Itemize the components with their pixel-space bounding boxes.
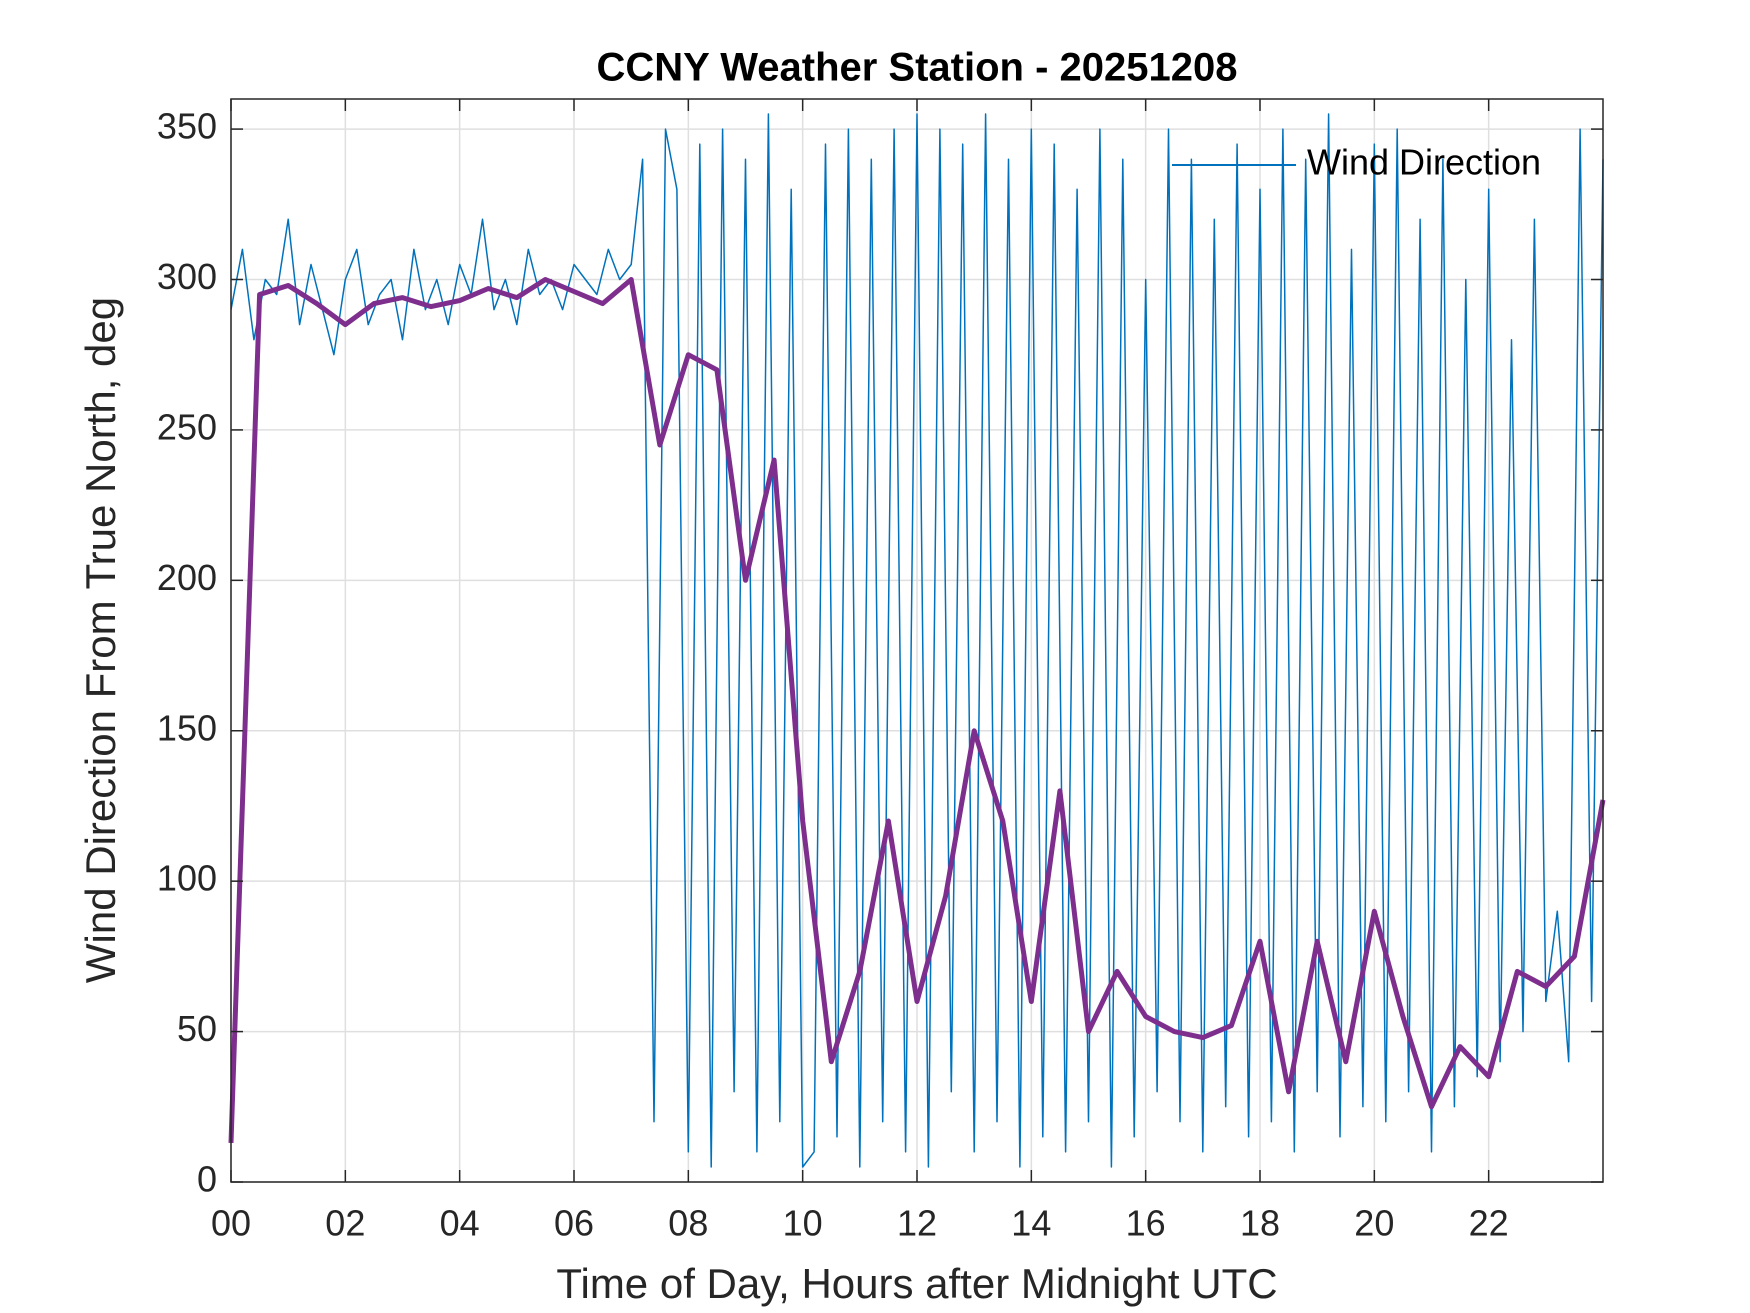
x-tick-label: 16 [1126, 1203, 1166, 1244]
y-tick-label: 200 [157, 557, 217, 598]
x-tick-label: 18 [1240, 1203, 1280, 1244]
x-tick-label: 10 [783, 1203, 823, 1244]
x-tick-label: 02 [325, 1203, 365, 1244]
x-tick-label: 20 [1354, 1203, 1394, 1244]
y-tick-label: 0 [197, 1159, 217, 1200]
x-tick-label: 04 [440, 1203, 480, 1244]
plot-area [228, 113, 1606, 1168]
x-tick-label: 06 [554, 1203, 594, 1244]
series-line [228, 277, 1606, 1143]
y-tick-label: 300 [157, 256, 217, 297]
y-tick-label: 250 [157, 406, 217, 447]
y-axis-label: Wind Direction From True North, deg [77, 297, 124, 983]
grid [230, 99, 1603, 1183]
series-line [230, 113, 1604, 1168]
x-tick-label: 12 [897, 1203, 937, 1244]
y-tick-label: 350 [157, 106, 217, 147]
x-tick-label: 14 [1011, 1203, 1051, 1244]
x-axis-label: Time of Day, Hours after Midnight UTC [556, 1260, 1277, 1307]
y-tick-label: 150 [157, 707, 217, 748]
x-tick-label: 22 [1469, 1203, 1509, 1244]
x-tick-label: 08 [668, 1203, 708, 1244]
y-tick-label: 100 [157, 858, 217, 899]
x-tick-label: 00 [211, 1203, 251, 1244]
legend-label: Wind Direction [1307, 142, 1541, 183]
y-tick-label: 50 [177, 1008, 217, 1049]
chart-title: CCNY Weather Station - 20251208 [597, 46, 1238, 90]
